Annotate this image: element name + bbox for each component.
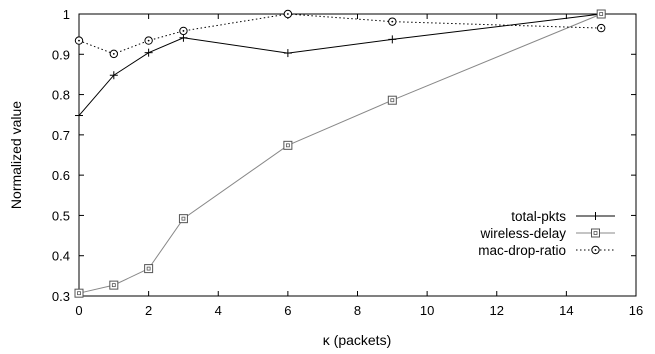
x-tick-label: 14 bbox=[559, 303, 573, 318]
point-wireless-delay-inner bbox=[390, 98, 395, 103]
point-mac-drop-ratio-dot bbox=[182, 30, 185, 32]
point-mac-drop-ratio-dot bbox=[78, 39, 80, 42]
series-line-total-pkts bbox=[78, 13, 602, 116]
y-tick-label: 0.4 bbox=[52, 249, 70, 264]
x-tick-label: 0 bbox=[75, 303, 82, 318]
series-mac-drop-ratio bbox=[74, 9, 606, 59]
point-wireless-delay-box bbox=[283, 140, 293, 150]
point-mac-drop-ratio-dot bbox=[286, 13, 289, 15]
point-mac-drop-ratio-dot bbox=[147, 39, 150, 42]
point-wireless-delay bbox=[109, 280, 119, 290]
point-mac-drop-ratio-dot bbox=[112, 52, 115, 55]
legend: total-pkts wireless-delay mac-drop-ratio bbox=[478, 209, 615, 258]
y-tick-label: 0.5 bbox=[52, 208, 70, 223]
axis-ticks: 0 2 4 6 8 10 12 14 16 0.3 0.4 0.5 0.6 0.7 0.8 0.9 1 bbox=[52, 7, 643, 318]
point-wireless-delay bbox=[387, 95, 397, 105]
legend-label-wireless-delay: wireless-delay bbox=[479, 226, 566, 241]
point-wireless-delay bbox=[144, 264, 154, 274]
point-mac-drop-ratio-dot bbox=[600, 27, 603, 29]
point-total-pkts bbox=[109, 71, 118, 80]
point-total-pkts bbox=[388, 35, 397, 44]
point-wireless-delay-box bbox=[387, 95, 397, 105]
legend-marker-mac-drop-ratio bbox=[591, 245, 600, 255]
point-total-pkts bbox=[283, 49, 292, 58]
legend-marker-wireless-delay bbox=[591, 228, 600, 238]
point-wireless-delay-box bbox=[109, 280, 119, 290]
x-axis-title: κ (packets) bbox=[323, 332, 391, 348]
series-group bbox=[74, 9, 606, 298]
y-tick-label: 0.7 bbox=[52, 128, 70, 143]
x-tick-label: 12 bbox=[490, 303, 504, 318]
y-tick-label: 0.3 bbox=[52, 289, 70, 304]
legend-label-mac-drop-ratio: mac-drop-ratio bbox=[478, 243, 566, 258]
point-mac-drop-ratio bbox=[144, 36, 153, 45]
point-mac-drop-ratio bbox=[388, 17, 397, 26]
point-mac-drop-ratio bbox=[109, 49, 119, 59]
series-line-mac-drop-ratio bbox=[78, 13, 602, 55]
point-wireless-delay-inner bbox=[111, 283, 116, 288]
point-wireless-delay-box bbox=[178, 214, 188, 224]
y-tick-label: 0.8 bbox=[52, 88, 70, 103]
legend-marker-mac-drop-ratio-dot bbox=[594, 249, 597, 251]
point-wireless-delay bbox=[74, 288, 84, 298]
point-wireless-delay-inner bbox=[599, 12, 604, 16]
point-total-pkts bbox=[144, 48, 153, 57]
legend-marker-wireless-delay-box bbox=[591, 228, 600, 238]
x-tick-label: 6 bbox=[284, 303, 291, 318]
x-tick-label: 8 bbox=[354, 303, 361, 318]
point-wireless-delay-box bbox=[74, 288, 84, 298]
series-wireless-delay bbox=[74, 9, 606, 298]
y-axis-title: Normalized value bbox=[8, 101, 24, 209]
point-mac-drop-ratio bbox=[596, 23, 606, 33]
point-wireless-delay-inner bbox=[181, 216, 186, 221]
point-wireless-delay-box bbox=[596, 9, 606, 19]
point-wireless-delay-inner bbox=[285, 143, 290, 148]
y-tick-label: 1 bbox=[63, 7, 70, 22]
point-wireless-delay-inner bbox=[146, 266, 151, 271]
point-wireless-delay-inner bbox=[77, 291, 81, 296]
y-tick-label: 0.6 bbox=[52, 168, 70, 183]
x-tick-label: 10 bbox=[420, 303, 434, 318]
legend-marker-wireless-delay-inner bbox=[593, 231, 598, 235]
point-mac-drop-ratio bbox=[74, 36, 84, 45]
point-total-pkts bbox=[75, 111, 83, 120]
legend-label-total-pkts: total-pkts bbox=[511, 209, 566, 224]
point-mac-drop-ratio-dot bbox=[391, 20, 394, 23]
series-total-pkts bbox=[75, 10, 606, 120]
point-wireless-delay bbox=[283, 140, 293, 150]
y-tick-label: 0.9 bbox=[52, 47, 70, 62]
point-mac-drop-ratio bbox=[283, 9, 293, 19]
x-tick-label: 2 bbox=[145, 303, 152, 318]
x-tick-label: 16 bbox=[629, 303, 643, 318]
legend-marker-total-pkts bbox=[591, 212, 600, 220]
point-wireless-delay bbox=[596, 9, 606, 19]
point-mac-drop-ratio bbox=[179, 26, 188, 36]
x-tick-label: 4 bbox=[215, 303, 222, 318]
point-wireless-delay-box bbox=[144, 264, 154, 274]
point-wireless-delay bbox=[178, 214, 188, 224]
